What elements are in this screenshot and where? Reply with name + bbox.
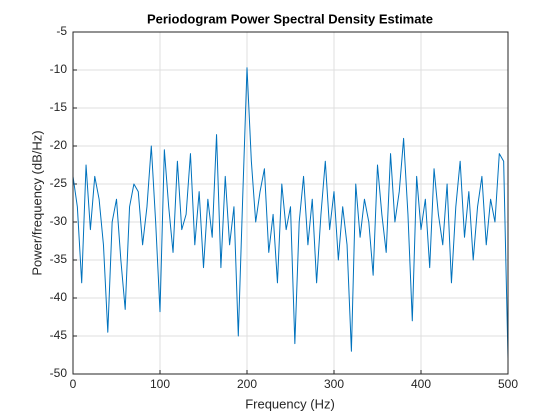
y-tick-label: -15: [50, 100, 68, 114]
x-axis-label: Frequency (Hz): [245, 396, 335, 411]
y-tick-label: -20: [50, 138, 68, 152]
y-tick-label: -30: [50, 214, 68, 228]
y-tick-label: -5: [56, 24, 67, 38]
x-tick-label: 300: [324, 377, 344, 391]
y-tick-label: -50: [50, 366, 68, 380]
data-line: [72, 67, 509, 359]
y-tick-label: -40: [50, 290, 68, 304]
x-tick-label: 0: [70, 377, 77, 391]
y-tick-label: -25: [50, 176, 68, 190]
y-tick-label: -10: [50, 62, 68, 76]
x-tick-label: 200: [237, 377, 257, 391]
y-tick-label: -45: [50, 328, 68, 342]
x-tick-label: 500: [498, 377, 518, 391]
x-tick-label: 100: [150, 377, 170, 391]
y-axis-label: Power/frequency (dB/Hz): [29, 130, 44, 275]
axes-box: [72, 31, 509, 375]
x-tick-label: 400: [411, 377, 431, 391]
chart-title: Periodogram Power Spectral Density Estim…: [147, 11, 433, 26]
y-tick-label: -35: [50, 252, 68, 266]
